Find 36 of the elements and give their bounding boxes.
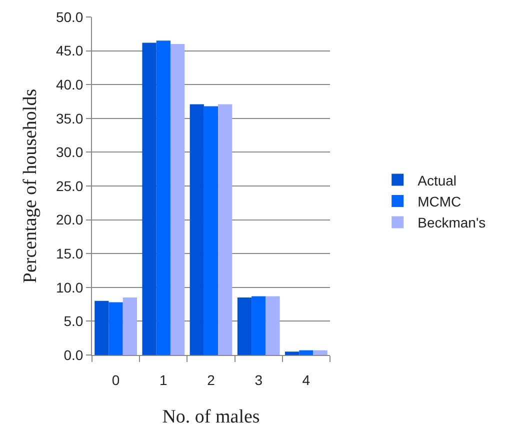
bar [204,106,218,355]
bar [218,104,232,355]
y-tick-label: 30.0 [56,144,84,160]
y-tick-label: 45.0 [56,42,84,59]
bar [285,352,300,355]
y-tick-label: 0.0 [64,346,84,363]
y-tick-label: 20.0 [56,212,84,228]
bar [237,298,252,355]
x-tick-label: 3 [254,372,263,388]
y-tick-label: 15.0 [56,246,84,262]
x-axis-title: No. of males [162,406,260,428]
y-tick-label: 25.0 [56,178,84,194]
bar [122,298,137,355]
bar [313,350,328,355]
x-tick-label: 2 [207,372,216,388]
y-axis-title: Percentage of households [20,88,41,284]
bar [252,296,266,355]
y-tick-label: 5.0 [64,313,84,330]
bar [266,296,280,355]
x-tick-label: 0 [112,372,120,388]
bar [170,44,185,355]
legend-label: Actual [418,172,457,188]
y-tick-label: 50.0 [56,8,84,25]
x-tick-label: 4 [302,372,310,388]
y-tick-label: 40.0 [56,76,84,92]
x-tick-label: 1 [160,372,168,388]
bar [108,302,123,355]
y-tick-label: 10.0 [56,279,84,296]
bar [156,40,170,355]
bar [190,104,204,355]
legend-label: Beckman's [418,214,486,231]
legend-label: MCMC [418,193,462,210]
bar [142,42,156,355]
bar [94,300,109,355]
y-tick-label: 35.0 [56,110,84,126]
bar [299,350,314,355]
